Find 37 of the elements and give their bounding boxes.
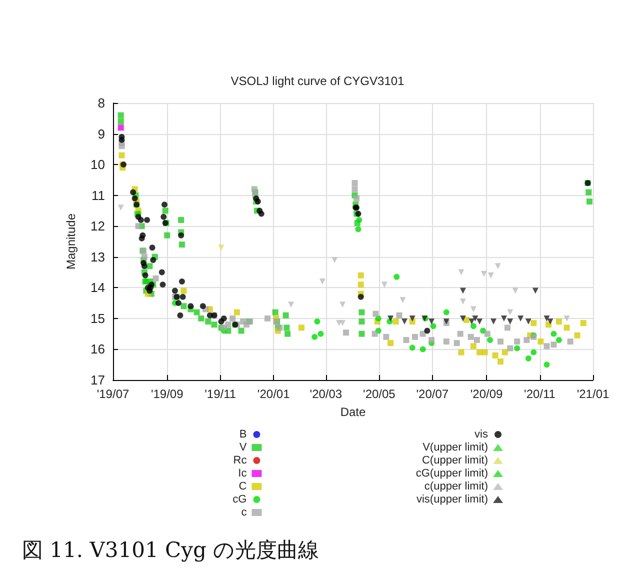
y-tick-label: 8 xyxy=(98,96,105,110)
y-tick-label: 9 xyxy=(98,126,105,142)
x-tick-label: '20/09 xyxy=(470,387,504,401)
x-axis-title: Date xyxy=(340,405,366,419)
legend-label: vis xyxy=(474,428,488,440)
x-tick-label: '21/01 xyxy=(576,387,610,401)
legend-label: V(upper limit) xyxy=(422,442,488,454)
y-tick-label: 17 xyxy=(90,372,105,388)
y-axis-title: Magnitude xyxy=(64,213,78,270)
x-tick-label: '20/01 xyxy=(257,387,290,401)
y-tick-label: 13 xyxy=(90,249,105,264)
legend-label: C(upper limit) xyxy=(422,454,488,466)
x-tick-label: '20/03 xyxy=(310,387,342,401)
y-tick-label: 14 xyxy=(90,280,105,296)
x-tick-label: '19/07 xyxy=(96,387,130,401)
legend-label: cG(upper limit) xyxy=(416,468,488,480)
y-tick-label: 11 xyxy=(92,188,105,203)
legend-label: V xyxy=(239,442,248,454)
x-tick-label: '19/11 xyxy=(204,387,236,401)
legend-label: B xyxy=(239,428,247,440)
legend-label: c(upper limit) xyxy=(424,480,488,492)
legend-label: Rc xyxy=(233,454,248,466)
y-tick-label: 12 xyxy=(90,218,105,234)
y-tick-label: 16 xyxy=(90,342,105,357)
caption: 図 11. V3101 Cyg の光度曲線 xyxy=(22,537,320,564)
legend-label: vis(upper limit) xyxy=(416,494,488,506)
chart-title: VSOLJ light curve of CYGV3101 xyxy=(230,74,405,88)
legend-label: C xyxy=(238,480,247,492)
legend-label: Ic xyxy=(238,468,248,480)
y-tick-label: 10 xyxy=(90,157,105,172)
x-tick-label: '19/09 xyxy=(150,387,184,401)
x-tick-label: '20/11 xyxy=(524,387,556,401)
legend-label: c xyxy=(241,506,248,518)
legend-label: cG xyxy=(232,494,247,506)
y-tick-label: 15 xyxy=(90,310,105,326)
x-tick-label: '20/07 xyxy=(416,387,449,401)
x-tick-label: '20/05 xyxy=(363,387,396,401)
